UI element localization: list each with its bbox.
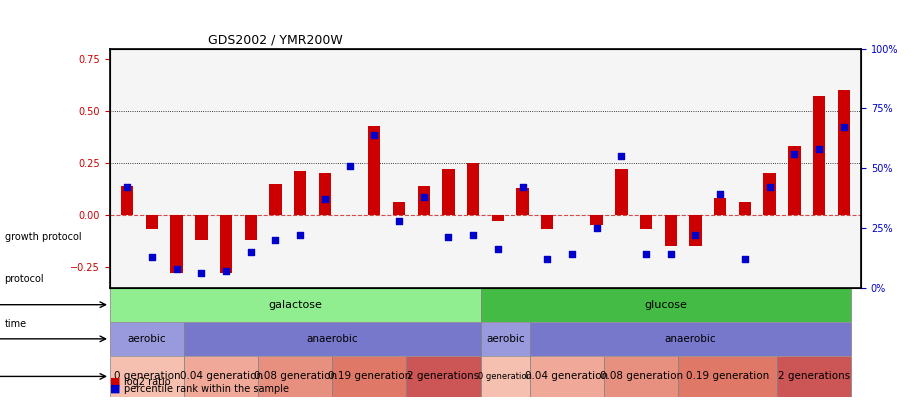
Point <box>466 232 481 238</box>
Bar <box>604 356 678 397</box>
Text: 0 generation: 0 generation <box>478 372 532 381</box>
Bar <box>788 146 801 215</box>
Point <box>663 251 678 258</box>
Bar <box>294 171 306 215</box>
Bar <box>591 215 603 225</box>
Point <box>515 184 529 190</box>
Point <box>737 256 752 262</box>
Text: 2 generations: 2 generations <box>778 371 850 382</box>
Point <box>564 251 579 258</box>
Bar <box>442 169 454 215</box>
Point <box>194 270 209 277</box>
Bar <box>184 322 481 356</box>
Bar <box>195 215 208 240</box>
Bar <box>541 215 553 229</box>
Point <box>713 191 727 198</box>
Bar <box>812 96 825 215</box>
Text: aerobic: aerobic <box>485 334 525 344</box>
Point <box>490 246 505 253</box>
Point <box>688 232 703 238</box>
Bar <box>492 215 504 221</box>
Bar <box>333 356 407 397</box>
Point <box>836 124 851 131</box>
Bar <box>184 356 258 397</box>
Bar <box>110 356 184 397</box>
Text: growth protocol: growth protocol <box>5 232 82 242</box>
Bar <box>110 288 481 322</box>
Bar <box>170 215 183 273</box>
Bar <box>146 215 158 229</box>
Bar <box>220 215 233 273</box>
Bar <box>530 322 851 356</box>
Text: 0.08 generation: 0.08 generation <box>600 371 682 382</box>
Text: 0.19 generation: 0.19 generation <box>686 371 769 382</box>
Text: protocol: protocol <box>5 275 44 284</box>
Point <box>169 265 184 272</box>
Text: 0.08 generation: 0.08 generation <box>254 371 337 382</box>
Text: ■: ■ <box>110 377 120 387</box>
Text: percentile rank within the sample: percentile rank within the sample <box>124 384 289 394</box>
Bar <box>418 186 430 215</box>
Bar <box>481 322 530 356</box>
Bar <box>690 215 702 246</box>
Bar <box>319 173 331 215</box>
Text: 0.04 generation: 0.04 generation <box>180 371 263 382</box>
Point <box>219 268 234 274</box>
Text: glucose: glucose <box>645 300 687 310</box>
Bar <box>777 356 851 397</box>
Text: 0.19 generation: 0.19 generation <box>328 371 411 382</box>
Text: 0 generation: 0 generation <box>114 371 180 382</box>
Point <box>417 194 431 200</box>
Point <box>442 234 456 241</box>
Text: GDS2002 / YMR200W: GDS2002 / YMR200W <box>208 33 343 46</box>
Point <box>392 217 407 224</box>
Bar <box>763 173 776 215</box>
Text: anaerobic: anaerobic <box>665 334 716 344</box>
Point <box>145 253 159 260</box>
Bar <box>481 356 530 397</box>
Bar <box>368 126 380 215</box>
Bar <box>407 356 481 397</box>
Text: galactose: galactose <box>268 300 322 310</box>
Bar <box>258 356 333 397</box>
Point <box>367 131 382 138</box>
Text: aerobic: aerobic <box>127 334 167 344</box>
Bar <box>640 215 652 229</box>
Bar <box>481 288 851 322</box>
Point <box>293 232 308 238</box>
Point <box>787 151 802 157</box>
Bar <box>467 163 479 215</box>
Bar <box>393 202 405 215</box>
Point <box>318 196 333 202</box>
Bar <box>517 188 529 215</box>
Point <box>120 184 135 190</box>
Text: 0.04 generation: 0.04 generation <box>526 371 608 382</box>
Point <box>638 251 653 258</box>
Point <box>614 153 628 160</box>
Bar <box>110 322 184 356</box>
Point <box>589 225 604 231</box>
Point <box>343 162 357 169</box>
Text: ■: ■ <box>110 384 120 394</box>
Bar <box>678 356 777 397</box>
Bar <box>738 202 751 215</box>
Point <box>812 146 826 152</box>
Text: time: time <box>5 319 27 329</box>
Text: log2 ratio: log2 ratio <box>124 377 170 387</box>
Bar <box>530 356 604 397</box>
Bar <box>121 186 134 215</box>
Bar <box>837 90 850 215</box>
Point <box>244 249 258 255</box>
Text: 2 generations: 2 generations <box>408 371 480 382</box>
Point <box>540 256 554 262</box>
Point <box>268 237 283 243</box>
Text: anaerobic: anaerobic <box>307 334 358 344</box>
Bar <box>665 215 677 246</box>
Bar <box>616 169 627 215</box>
Point <box>762 184 777 190</box>
Bar <box>245 215 256 240</box>
Bar <box>714 198 726 215</box>
Bar <box>269 184 281 215</box>
